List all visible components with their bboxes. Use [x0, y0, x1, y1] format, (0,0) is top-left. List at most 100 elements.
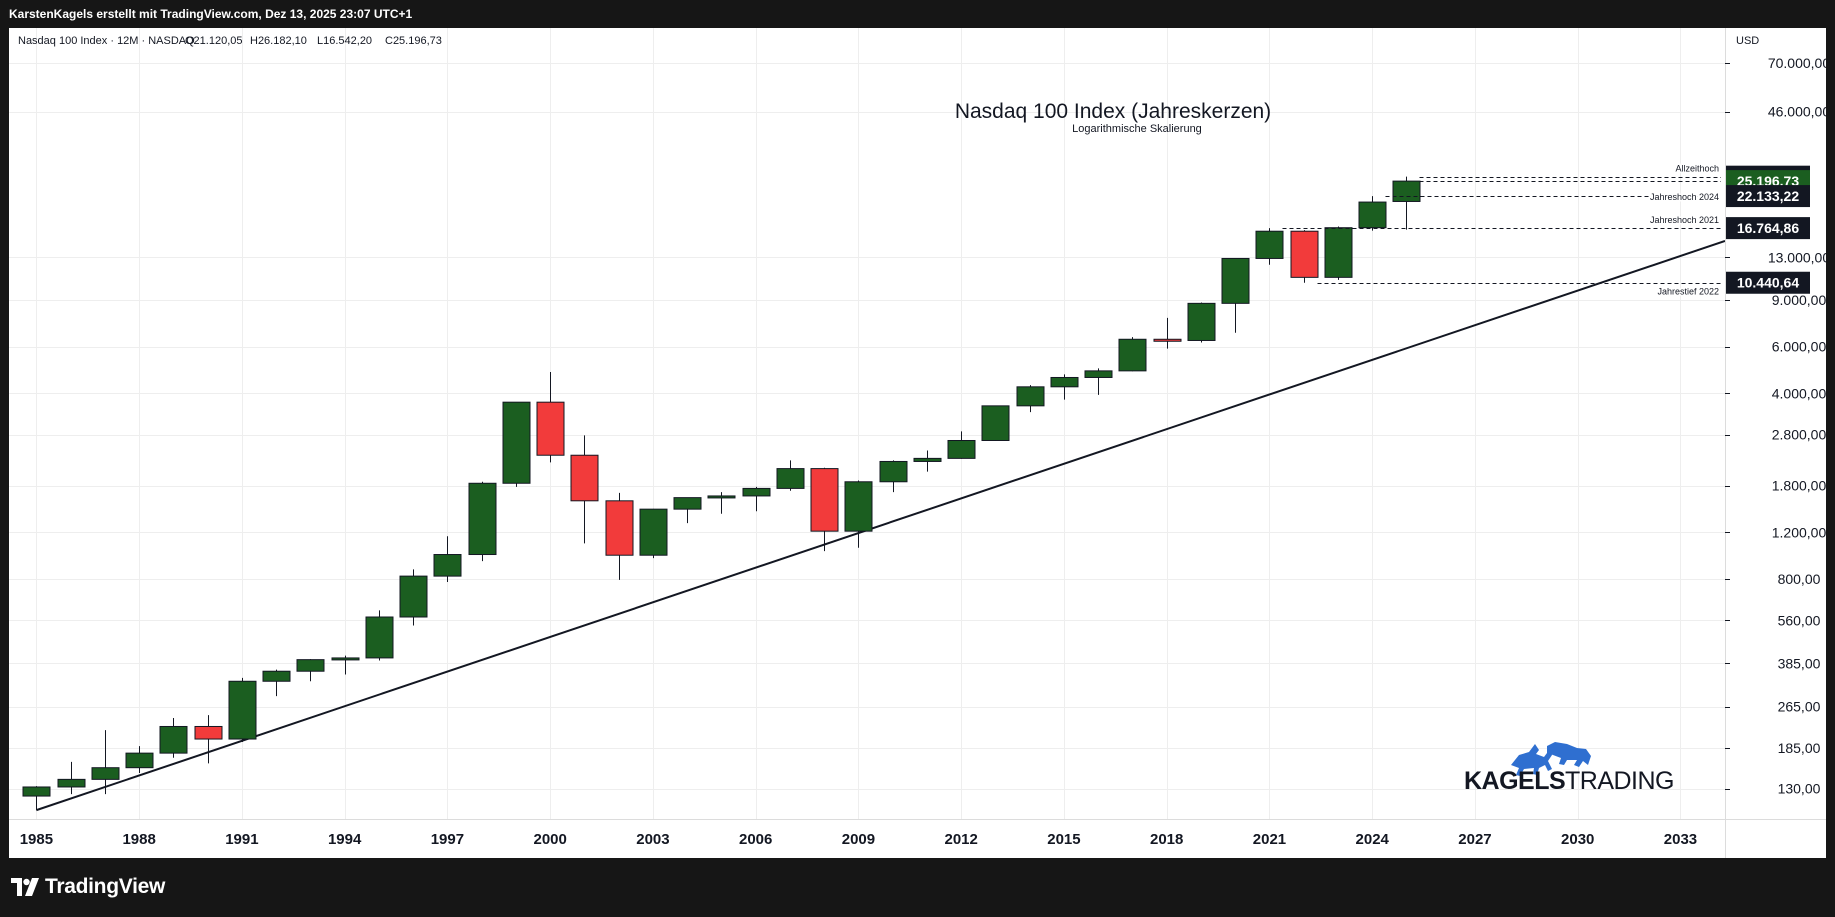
candle-body-1990 — [194, 725, 223, 740]
candle-body-1998 — [468, 482, 497, 556]
candle-2015 — [1050, 374, 1079, 400]
candle-body-1991 — [228, 680, 257, 740]
chart-subtitle: Logarithmische Skalierung — [1072, 123, 1202, 135]
candle-1989 — [159, 718, 188, 758]
candle-1986 — [57, 761, 86, 795]
x-axis: 1985 1988 1991 1994 1997 2000 2003 2006 2009 2012… — [20, 831, 1697, 848]
candle-body-2020 — [1221, 257, 1250, 304]
candle-body-1996 — [399, 575, 428, 618]
y-tick-label-4: 6.000,00 — [1772, 339, 1826, 355]
candle-body-2017 — [1118, 338, 1147, 372]
candle-body-2012 — [947, 439, 976, 459]
kagels-wordmark-left: KAGELS — [1464, 767, 1565, 795]
legend-high: H26.182,10 — [250, 35, 307, 47]
tradingview-logo[interactable]: TradingView — [11, 872, 165, 902]
candle-1993 — [296, 659, 325, 682]
candle-2013 — [981, 405, 1010, 441]
candle-body-2022 — [1290, 230, 1319, 278]
candle-body-2013 — [981, 405, 1010, 441]
x-tick-label-13: 2024 — [1356, 831, 1390, 848]
chart-title: Nasdaq 100 Index (Jahreskerzen) — [955, 100, 1271, 123]
y-tick-label-9: 800,00 — [1778, 571, 1821, 587]
legend-low: L16.542,20 — [317, 35, 372, 47]
candle-1995 — [365, 610, 394, 661]
candle-body-2005 — [707, 495, 736, 499]
candle-body-2001 — [570, 454, 599, 502]
candle-body-2019 — [1187, 302, 1216, 341]
chart-frame: Nasdaq 100 Index (Jahreskerzen) Logarithm… — [9, 28, 1826, 858]
x-tick-label-16: 2033 — [1664, 831, 1697, 848]
candle-2022 — [1290, 230, 1319, 283]
candle-1991 — [228, 677, 257, 742]
candle-1990 — [194, 715, 223, 764]
level-label-0: Allzeithoch — [1675, 164, 1719, 174]
candle-body-2015 — [1050, 376, 1079, 388]
level-label-4: Jahrestief 2022 — [1657, 287, 1719, 297]
candle-2020 — [1221, 257, 1250, 333]
candle-body-1999 — [502, 401, 531, 484]
candle-2007 — [776, 460, 805, 491]
attribution-bar: KarstenKagels erstellt mit TradingView.c… — [0, 0, 1835, 28]
x-tick-label-9: 2012 — [945, 831, 978, 848]
candle-body-2004 — [673, 497, 702, 510]
price-badge-3 — [1726, 217, 1810, 240]
candlestick-chart[interactable]: Nasdaq 100 Index (Jahreskerzen)Logarithm… — [9, 28, 1826, 858]
x-tick-label-5: 2000 — [533, 831, 566, 848]
legend-open: O21.120,05 — [185, 35, 243, 47]
candle-body-2018 — [1153, 338, 1182, 342]
attribution-text: KarstenKagels erstellt mit TradingView.c… — [9, 7, 413, 21]
candle-body-2008 — [810, 468, 839, 532]
bull-icon — [1511, 744, 1552, 776]
y-tick-label-14: 130,00 — [1778, 781, 1821, 797]
candle-2004 — [673, 497, 702, 524]
candle-body-2025 — [1392, 180, 1421, 202]
x-tick-label-1: 1988 — [122, 831, 155, 848]
candle-body-2021 — [1255, 230, 1284, 259]
y-tick-label-5: 4.000,00 — [1772, 385, 1826, 401]
y-tick-label-10: 560,00 — [1778, 612, 1821, 628]
x-tick-label-15: 2030 — [1561, 831, 1594, 848]
legend-symbol: Nasdaq 100 Index · 12M · NASDAQ — [18, 35, 195, 47]
candle-body-2024 — [1358, 201, 1387, 229]
price-badge-text-2: 22.133,22 — [1737, 188, 1799, 204]
candle-1997 — [433, 536, 462, 583]
y-tick-label-1: 46.000,00 — [1768, 104, 1826, 120]
candle-body-2003 — [639, 508, 668, 556]
candle-body-2016 — [1084, 370, 1113, 378]
candle-2012 — [947, 431, 976, 459]
candle-body-1992 — [262, 670, 291, 682]
bear-icon — [1547, 742, 1591, 767]
candle-1992 — [262, 669, 291, 697]
legend-close: C25.196,73 — [385, 35, 442, 47]
price-levels: Allzeithoch26.182,1025.196,73Jahreshoch … — [1282, 162, 1810, 298]
x-tick-label-6: 2003 — [636, 831, 669, 848]
candle-2017 — [1118, 337, 1147, 372]
y-tick-label-12: 265,00 — [1778, 699, 1821, 715]
candle-1996 — [399, 569, 428, 626]
grid-lines — [9, 28, 1725, 819]
candle-body-1994 — [331, 657, 360, 661]
candle-body-2023 — [1324, 227, 1353, 278]
candle-body-2002 — [605, 500, 634, 556]
y-axis: USD 70.000,00 46.000,00 13.000,00 9.000,00 6.… — [1725, 35, 1826, 797]
y-tick-label-7: 1.800,00 — [1772, 478, 1826, 494]
x-tick-label-10: 2015 — [1047, 831, 1080, 848]
support-trendline — [36, 239, 1725, 812]
y-tick-label-2: 13.000,00 — [1768, 249, 1826, 265]
y-tick-label-3: 9.000,00 — [1772, 292, 1826, 308]
y-tick-label-8: 1.200,00 — [1772, 524, 1826, 540]
price-badge-4 — [1726, 271, 1810, 294]
candle-body-2000 — [536, 401, 565, 456]
candle-2019 — [1187, 302, 1216, 343]
tradingview-logo-icon — [11, 878, 39, 896]
candle-body-1985 — [22, 786, 51, 797]
candle-1999 — [502, 401, 531, 487]
price-badge-text-4: 10.440,64 — [1737, 275, 1799, 291]
ohlc-legend: Nasdaq 100 Index · 12M · NASDAQO21.120,0… — [18, 35, 442, 47]
x-tick-label-0: 1985 — [20, 831, 53, 848]
x-tick-label-8: 2009 — [842, 831, 875, 848]
candle-body-2006 — [742, 487, 771, 497]
candle-2014 — [1016, 385, 1045, 413]
candle-body-1993 — [296, 659, 325, 672]
